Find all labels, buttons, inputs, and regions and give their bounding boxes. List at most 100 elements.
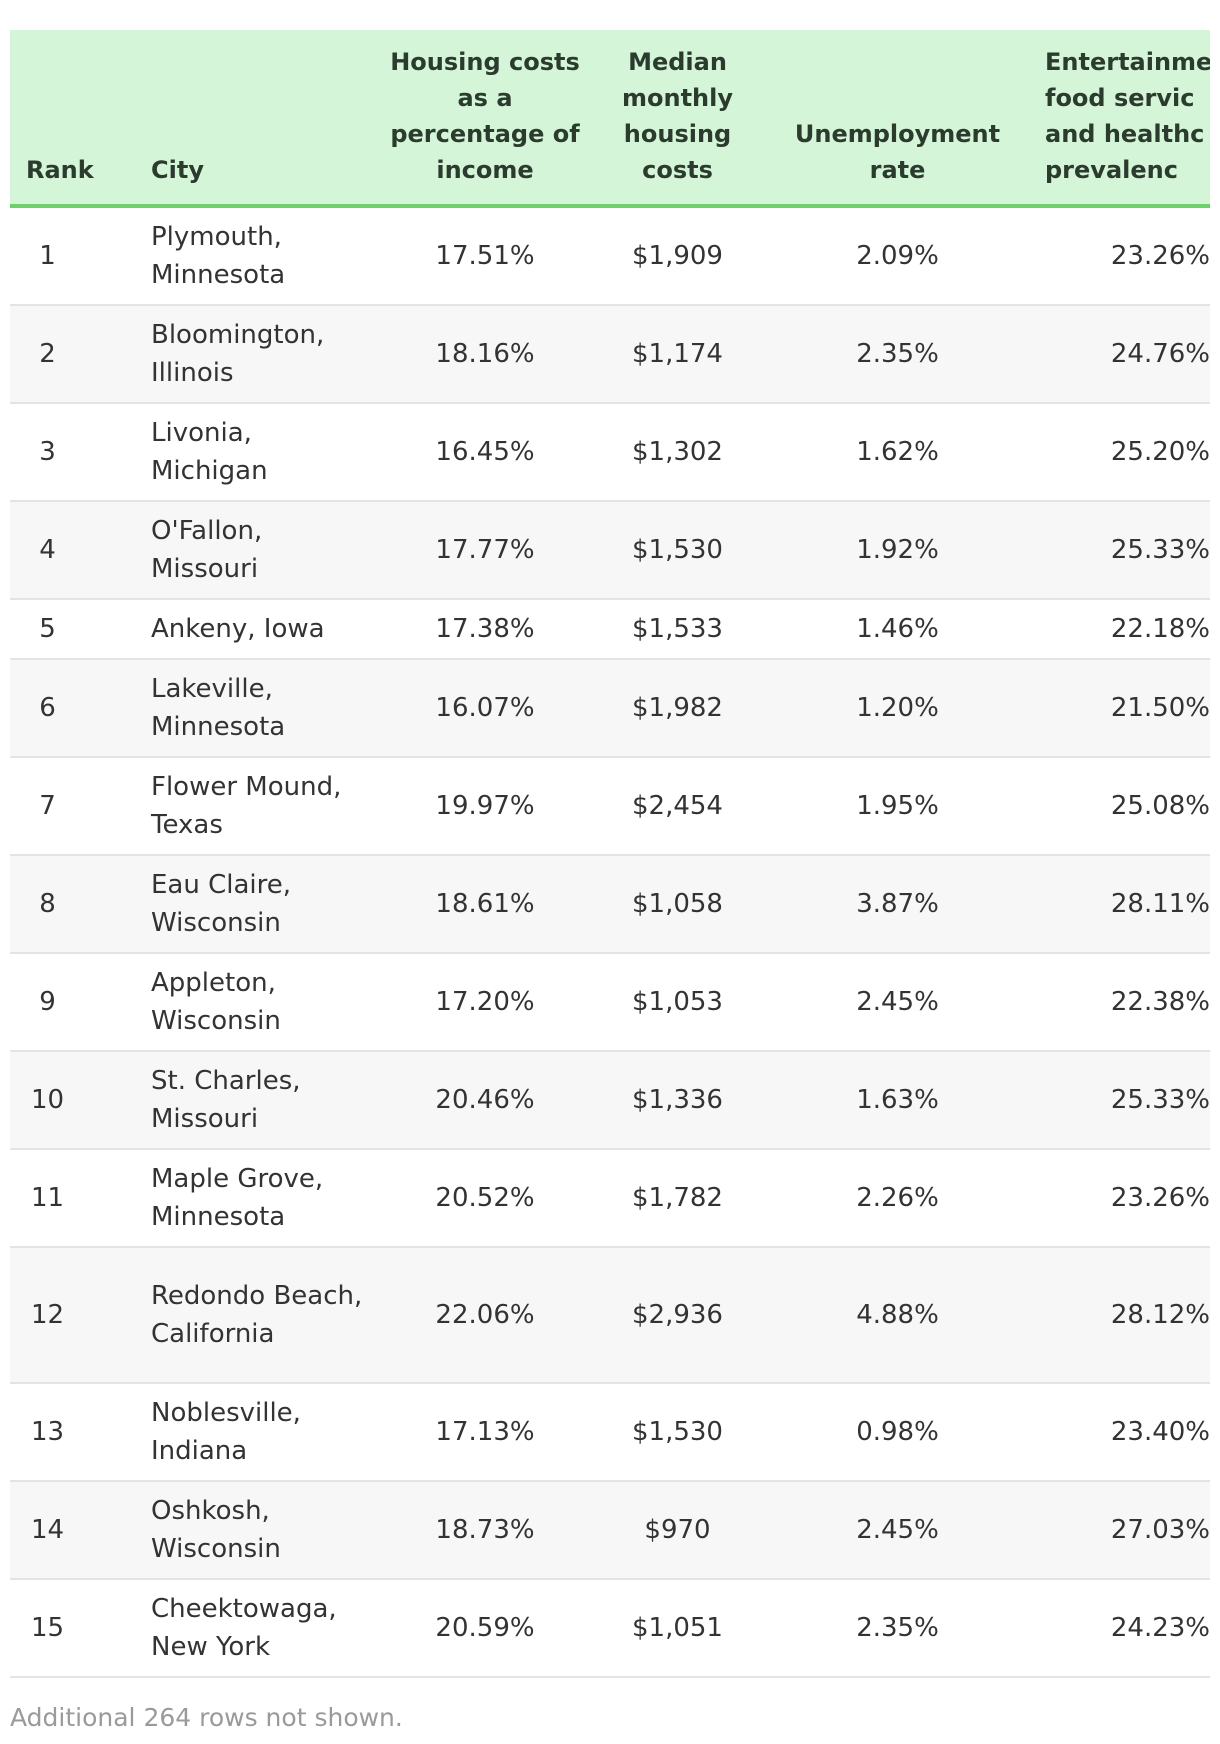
header-entertainment-line-2: food servic <box>1045 84 1195 112</box>
cell-housing-pct: 17.38% <box>435 614 535 644</box>
header-entertainment[interactable]: Entertainme food servic and healthc prev… <box>1035 30 1210 208</box>
cell-city: Eau Claire, Wisconsin <box>151 870 292 938</box>
cell-unemployment: 2.35% <box>856 339 939 369</box>
table-row: 5 Ankeny, Iowa 17.38% $1,533 1.46% 22.18% <box>10 599 1210 659</box>
cell-housing-pct: 18.16% <box>435 339 535 369</box>
cell-rank: 11 <box>30 1183 65 1213</box>
cell-median-cost: $1,782 <box>632 1183 723 1213</box>
cell-unemployment: 1.62% <box>856 437 939 467</box>
table-row: 9 Appleton, Wisconsin 17.20% $1,053 2.45% 22.… <box>10 953 1210 1051</box>
cell-unemployment: 3.87% <box>856 889 939 919</box>
cell-median-cost: $1,053 <box>632 987 723 1017</box>
table-row: 6 Lakeville, Minnesota 16.07% $1,982 1.20% 21… <box>10 659 1210 757</box>
table-row: 4 O'Fallon, Missouri 17.77% $1,530 1.92% 25.3… <box>10 501 1210 599</box>
header-entertainment-line-1: Entertainme <box>1045 48 1210 76</box>
cell-city: Cheektowaga, New York <box>151 1594 337 1662</box>
cell-housing-pct: 20.52% <box>435 1183 535 1213</box>
cell-city: Plymouth, Minnesota <box>151 222 286 290</box>
cell-rank: 13 <box>30 1417 65 1447</box>
cell-unemployment: 0.98% <box>856 1417 939 1447</box>
cell-median-cost: $1,982 <box>632 693 723 723</box>
cell-city: Ankeny, Iowa <box>151 614 325 644</box>
cell-unemployment: 1.63% <box>856 1085 939 1115</box>
cell-entertainment: 23.40% <box>1110 1417 1210 1447</box>
cell-entertainment: 25.33% <box>1110 535 1210 565</box>
cell-housing-pct: 17.20% <box>435 987 535 1017</box>
cell-city: Livonia, Michigan <box>151 418 268 486</box>
cell-rank: 6 <box>39 693 56 723</box>
cell-housing-pct: 19.97% <box>435 791 535 821</box>
cell-entertainment: 25.08% <box>1110 791 1210 821</box>
cell-unemployment: 4.88% <box>856 1300 939 1330</box>
cell-housing-pct: 22.06% <box>435 1300 535 1330</box>
header-city[interactable]: City <box>135 30 375 208</box>
cell-median-cost: $1,530 <box>632 535 723 565</box>
cell-unemployment: 1.46% <box>856 614 939 644</box>
cell-entertainment: 24.76% <box>1110 339 1210 369</box>
cell-housing-pct: 17.77% <box>435 535 535 565</box>
cell-rank: 7 <box>39 791 56 821</box>
cell-median-cost: $970 <box>644 1515 711 1545</box>
cell-city: Bloomington, Illinois <box>151 320 325 388</box>
cell-unemployment: 1.92% <box>856 535 939 565</box>
cell-entertainment: 25.33% <box>1110 1085 1210 1115</box>
cell-housing-pct: 16.45% <box>435 437 535 467</box>
cell-entertainment: 23.26% <box>1110 1183 1210 1213</box>
cell-city: St. Charles, Missouri <box>151 1066 301 1134</box>
cell-rank: 14 <box>30 1515 65 1545</box>
cell-entertainment: 21.50% <box>1110 693 1210 723</box>
cell-city: Appleton, Wisconsin <box>151 968 281 1036</box>
cell-housing-pct: 16.07% <box>435 693 535 723</box>
table-row: 2 Bloomington, Illinois 18.16% $1,174 2.35% 2… <box>10 305 1210 403</box>
cell-entertainment: 24.23% <box>1110 1613 1210 1643</box>
cell-entertainment: 28.12% <box>1110 1300 1210 1330</box>
cell-rank: 1 <box>39 241 56 271</box>
cell-city: Maple Grove, Minnesota <box>151 1164 324 1232</box>
cell-housing-pct: 18.73% <box>435 1515 535 1545</box>
cell-unemployment: 1.95% <box>856 791 939 821</box>
cell-entertainment: 22.38% <box>1110 987 1210 1017</box>
cell-unemployment: 2.45% <box>856 1515 939 1545</box>
cell-median-cost: $1,051 <box>632 1613 723 1643</box>
table-row: 14 Oshkosh, Wisconsin 18.73% $970 2.45% 27.03… <box>10 1481 1210 1579</box>
header-entertainment-line-4: prevalenc <box>1045 156 1178 184</box>
cell-unemployment: 2.26% <box>856 1183 939 1213</box>
cell-city: Flower Mound, Texas <box>151 772 342 840</box>
header-rank[interactable]: Rank <box>10 30 135 208</box>
cell-rank: 5 <box>39 614 56 644</box>
table-body: 1 Plymouth, Minnesota 17.51% $1,909 2.09% 23.… <box>10 206 1210 1677</box>
cell-housing-pct: 20.46% <box>435 1085 535 1115</box>
table-row: 7 Flower Mound, Texas 19.97% $2,454 1.95% 25.… <box>10 757 1210 855</box>
cell-housing-pct: 17.13% <box>435 1417 535 1447</box>
cell-housing-pct: 17.51% <box>435 241 535 271</box>
header-unemployment[interactable]: Unemployment rate <box>760 30 1035 208</box>
cell-unemployment: 2.09% <box>856 241 939 271</box>
cell-entertainment: 27.03% <box>1110 1515 1210 1545</box>
cell-rank: 10 <box>30 1085 65 1115</box>
cell-unemployment: 1.20% <box>856 693 939 723</box>
table-row: 15 Cheektowaga, New York 20.59% $1,051 2.35%… <box>10 1579 1210 1677</box>
cell-city: Lakeville, Minnesota <box>151 674 286 742</box>
cell-median-cost: $1,302 <box>632 437 723 467</box>
cell-median-cost: $1,909 <box>632 241 723 271</box>
header-entertainment-line-3: and healthc <box>1045 120 1205 148</box>
cell-median-cost: $1,058 <box>632 889 723 919</box>
header-housing-pct[interactable]: Housing costs as a percentage of income <box>375 30 595 208</box>
cell-entertainment: 22.18% <box>1110 614 1210 644</box>
cell-housing-pct: 20.59% <box>435 1613 535 1643</box>
cell-median-cost: $1,530 <box>632 1417 723 1447</box>
cell-entertainment: 25.20% <box>1110 437 1210 467</box>
table-row: 12 Redondo Beach, California 22.06% $2,936 4… <box>10 1247 1210 1383</box>
table-row: 3 Livonia, Michigan 16.45% $1,302 1.62% 25.20… <box>10 403 1210 501</box>
cell-city: O'Fallon, Missouri <box>151 516 263 584</box>
cell-unemployment: 2.35% <box>856 1613 939 1643</box>
table-row: 10 St. Charles, Missouri 20.46% $1,336 1.63%… <box>10 1051 1210 1149</box>
cell-city: Oshkosh, Wisconsin <box>151 1496 281 1564</box>
cell-median-cost: $1,174 <box>632 339 723 369</box>
cell-city: Redondo Beach, California <box>151 1281 363 1349</box>
cell-city: Noblesville, Indiana <box>151 1398 301 1466</box>
cell-unemployment: 2.45% <box>856 987 939 1017</box>
rankings-table-container: Rank City Housing costs as a percentage … <box>10 30 1210 1678</box>
table-row: 11 Maple Grove, Minnesota 20.52% $1,782 2.26… <box>10 1149 1210 1247</box>
header-median-cost[interactable]: Median monthly housing costs <box>595 30 760 208</box>
